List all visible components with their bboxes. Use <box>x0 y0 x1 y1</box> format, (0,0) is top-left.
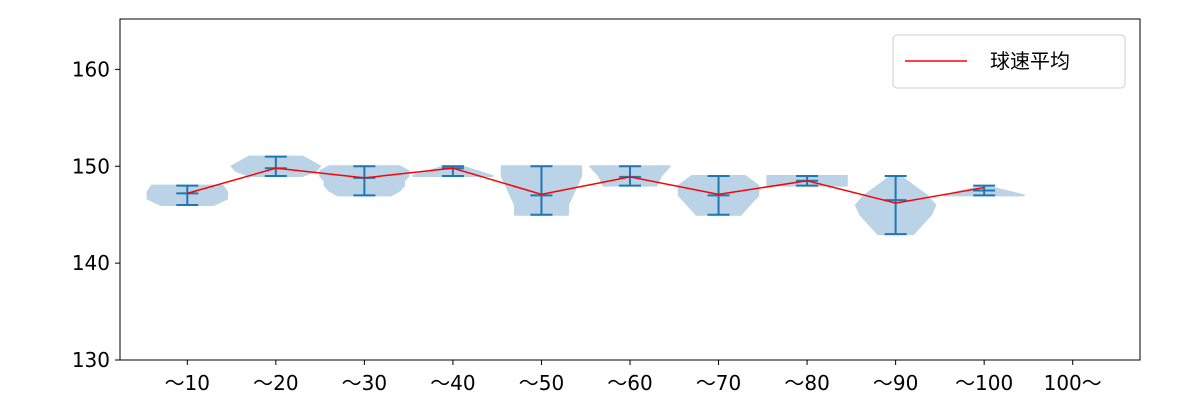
x-tick-label: ～20 <box>253 371 298 395</box>
x-tick-label: 100～ <box>1044 371 1102 395</box>
x-tick-label: ～100 <box>955 371 1013 395</box>
y-tick-label: 150 <box>72 154 110 178</box>
legend: 球速平均 <box>892 34 1126 89</box>
x-tick-label: ～50 <box>519 371 564 395</box>
x-tick-label: ～80 <box>784 371 829 395</box>
x-axis: ～10 ～20 ～30 ～40 ～50 ～60 ～70 ～80 ～90 ～100 100～ <box>165 360 1102 395</box>
x-tick-label: ～90 <box>873 371 918 395</box>
x-tick-label: ～70 <box>696 371 741 395</box>
legend-box <box>892 34 1126 89</box>
legend-label-mean: 球速平均 <box>990 49 1070 73</box>
y-tick-label: 130 <box>72 348 110 372</box>
y-tick-label: 140 <box>72 251 110 275</box>
x-tick-label: ～30 <box>342 371 387 395</box>
x-tick-label: ～10 <box>165 371 210 395</box>
y-tick-label: 160 <box>72 57 110 81</box>
x-tick-label: ～60 <box>607 371 652 395</box>
y-axis: 130 140 150 160 <box>72 57 120 372</box>
mean-speed-line <box>187 167 985 204</box>
x-tick-label: ～40 <box>430 371 475 395</box>
